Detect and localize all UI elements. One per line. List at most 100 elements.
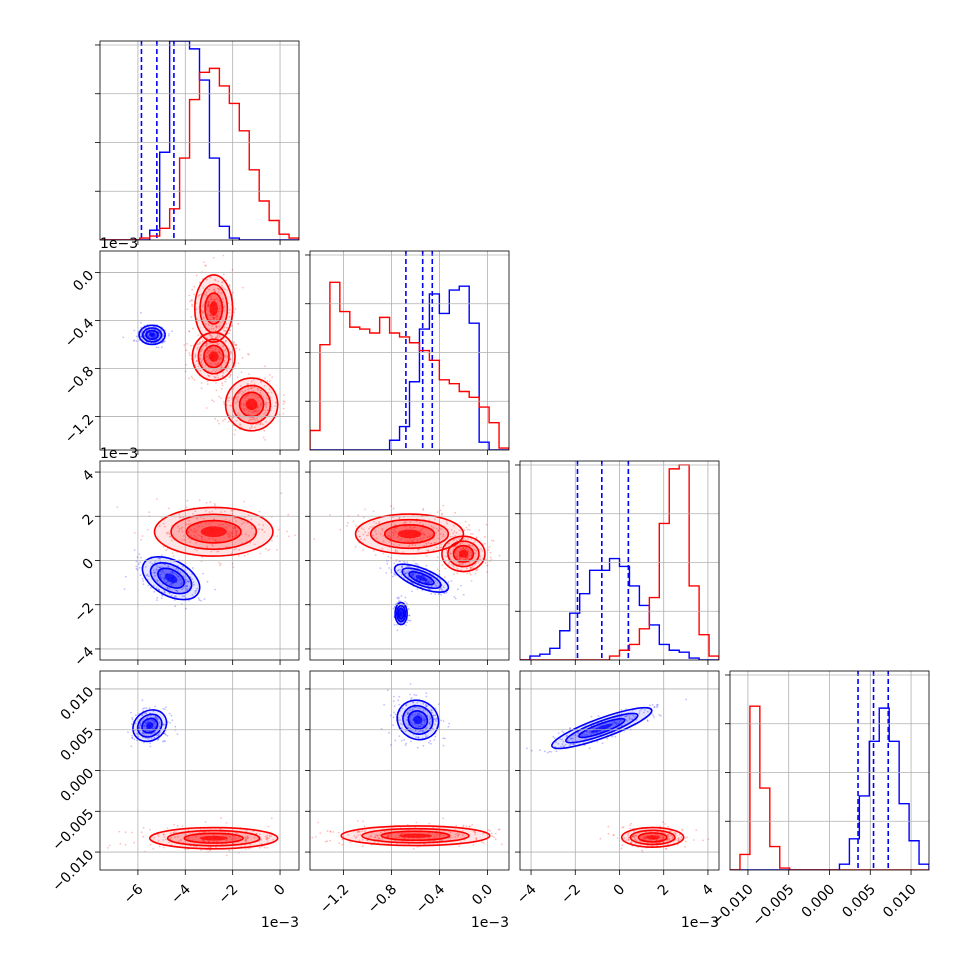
scatter-point-red [286, 530, 288, 533]
contour-red [637, 832, 668, 843]
scatter-point-red [225, 326, 228, 329]
scatter-point-red [461, 834, 464, 837]
contour-red [340, 825, 491, 847]
scatter-point-blue [417, 707, 420, 709]
scatter-point-blue [152, 727, 154, 730]
scatter-point-blue [214, 588, 216, 591]
scatter-point-red [255, 410, 258, 413]
scatter-point-red [205, 407, 208, 409]
scatter-point-red [707, 838, 710, 841]
scatter-point-red [426, 549, 428, 552]
scatter-point-red [228, 397, 231, 399]
scatter-point-red [456, 549, 458, 552]
scatter-point-blue [191, 578, 193, 581]
scatter-point-blue [164, 740, 166, 742]
scatter-point-blue [154, 715, 157, 718]
scatter-point-red [214, 370, 217, 373]
scatter-point-red [217, 350, 219, 353]
scatter-point-red [448, 542, 450, 545]
scatter-point-blue [141, 732, 144, 735]
scatter-point-red [165, 838, 167, 841]
scatter-point-red [423, 843, 426, 845]
scatter-point-blue [585, 733, 588, 736]
scatter-point-red [386, 836, 389, 838]
scatter-point-red [207, 301, 209, 303]
scatter-point-red [379, 533, 382, 536]
scatter-point-red [458, 557, 461, 560]
scatter-point-blue [183, 595, 186, 597]
scatter-point-red [454, 545, 456, 547]
scatter-point-red [224, 526, 227, 528]
scatter-point-blue [156, 569, 158, 572]
scatter-point-blue [412, 574, 415, 577]
histogram-blue [100, 41, 299, 240]
scatter-point-red [276, 535, 279, 537]
scatter-point-red [456, 832, 459, 834]
panel-content [100, 41, 299, 240]
scatter-point-red [479, 555, 482, 558]
scatter-point-blue [406, 565, 409, 568]
scatter-point-red [223, 401, 225, 403]
scatter-point-blue [157, 588, 160, 591]
scatter-point-red [227, 524, 230, 527]
scatter-point-red [684, 846, 686, 848]
scatter-point-red [633, 836, 635, 838]
scatter-point-red [441, 839, 443, 842]
scatter-point-blue [570, 737, 573, 740]
scatter-point-blue [615, 722, 618, 725]
scatter-point-red [313, 538, 316, 540]
scatter-point-blue [148, 332, 151, 334]
scatter-point-red [494, 838, 497, 840]
scatter-point-red [256, 411, 259, 414]
scatter-point-red [430, 525, 433, 527]
scatter-point-red [245, 839, 248, 842]
scatter-point-blue [409, 683, 412, 685]
scatter-point-blue [393, 695, 395, 698]
scatter-point-red [438, 527, 441, 529]
scatter-point-red [178, 530, 181, 533]
scatter-point-red [421, 539, 423, 542]
scatter-point-blue [561, 730, 564, 733]
scatter-point-blue [158, 334, 161, 337]
scatter-point-red [433, 837, 436, 839]
scatter-point-red [210, 296, 212, 299]
scatter-point-red [206, 356, 209, 358]
scatter-point-blue [153, 571, 155, 574]
scatter-point-red [223, 403, 226, 405]
scatter-point-red [216, 540, 219, 543]
scatter-point-blue [417, 564, 420, 567]
scatter-point-red [214, 290, 217, 293]
scatter-point-red [247, 410, 250, 413]
scatter-point-blue [422, 709, 425, 712]
scatter-point-red [241, 356, 244, 359]
scatter-point-blue [562, 731, 565, 734]
scatter-point-red [230, 324, 233, 327]
scatter-point-blue [413, 693, 416, 696]
scatter-point-red [231, 535, 234, 538]
scatter-point-red [241, 390, 243, 393]
scatter-point-red [194, 510, 197, 513]
contour-blue [551, 706, 653, 750]
scatter-point-red [229, 836, 232, 838]
scatter-point-blue [162, 341, 164, 344]
scatter-point-blue [394, 713, 397, 716]
scatter-point-red [247, 837, 249, 839]
scatter-point-red [205, 510, 207, 512]
scatter-point-blue [419, 725, 422, 727]
scatter-point-red [234, 530, 237, 532]
scatter-point-red [167, 507, 170, 510]
scatter-point-blue [206, 580, 209, 583]
scatter-point-red [396, 536, 399, 538]
scatter-point-red [338, 842, 340, 844]
scatter-point-blue [145, 722, 148, 725]
scatter-point-red [216, 334, 219, 337]
scatter-point-red [266, 380, 269, 382]
scatter-point-red [243, 407, 246, 410]
scatter-point-blue [153, 737, 156, 740]
scatter-point-red [171, 552, 174, 554]
scatter-point-red [177, 525, 179, 528]
scatter-point-red [453, 573, 455, 576]
scatter-point-blue [655, 704, 658, 706]
scatter-point-blue [154, 334, 157, 336]
scatter-point-red [257, 836, 259, 839]
